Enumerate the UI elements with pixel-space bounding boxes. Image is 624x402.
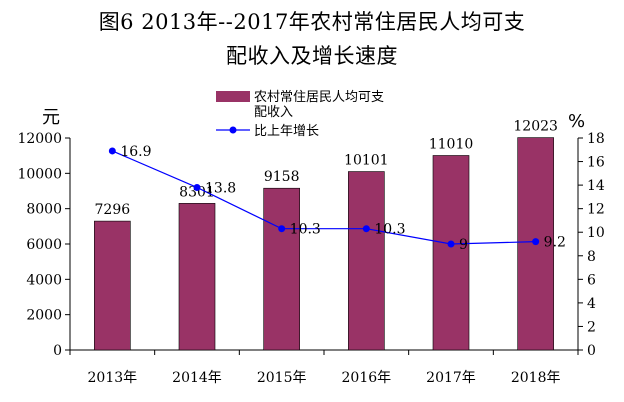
right-tick-label: 0	[587, 343, 596, 359]
growth-point-label: 13.8	[205, 180, 236, 196]
right-tick-label: 4	[587, 296, 596, 312]
growth-point	[532, 238, 540, 246]
income-bar-label: 7296	[95, 202, 131, 218]
right-tick-label: 2	[587, 319, 596, 335]
right-tick-label: 12	[587, 202, 605, 218]
income-bar-label: 12023	[513, 119, 558, 135]
growth-point	[193, 183, 201, 191]
income-bar	[263, 187, 300, 351]
legend-bar-label-line-2: 配收入	[254, 105, 293, 120]
left-tick-label: 0	[53, 343, 62, 359]
growth-point-label: 10.3	[374, 222, 405, 238]
income-bar-label: 8301	[179, 184, 215, 200]
growth-point	[108, 147, 116, 155]
left-tick-label: 4000	[26, 272, 62, 288]
left-tick-label: 6000	[26, 237, 62, 253]
right-tick-label: 18	[587, 131, 605, 147]
legend-line-marker	[229, 126, 237, 134]
income-bar	[348, 171, 385, 351]
x-tick-label: 2015年	[257, 370, 307, 386]
right-tick-label: 8	[587, 249, 596, 265]
income-bar-label: 11010	[429, 136, 474, 152]
right-tick-label: 6	[587, 272, 596, 288]
legend-bar-swatch	[216, 91, 250, 102]
income-bar	[178, 203, 216, 351]
income-bar-label: 10101	[344, 153, 389, 169]
chart-title-line-1: 图6 2013年--2017年农村常住居民人均可支	[98, 10, 526, 34]
right-tick-label: 16	[587, 155, 605, 171]
growth-point-label: 9.2	[544, 235, 566, 251]
growth-point	[278, 225, 286, 233]
growth-point	[447, 240, 455, 248]
left-tick-label: 10000	[17, 166, 62, 182]
growth-point	[362, 225, 370, 233]
income-bar	[94, 220, 131, 351]
x-tick-label: 2013年	[88, 370, 138, 386]
legend-bar-label-line-1: 农村常住居民人均可支	[254, 90, 384, 105]
right-tick-label: 14	[587, 178, 605, 194]
growth-line	[112, 150, 536, 245]
growth-point-label: 9	[459, 237, 468, 253]
growth-point-label: 16.9	[120, 144, 151, 160]
x-tick-label: 2016年	[342, 370, 392, 386]
income-bar	[432, 155, 470, 351]
x-tick-label: 2017年	[426, 370, 476, 386]
left-tick-label: 12000	[17, 131, 62, 147]
chart-title-line-2: 配收入及增长速度	[226, 44, 398, 68]
left-tick-label: 2000	[26, 308, 62, 324]
x-tick-label: 2014年	[172, 370, 222, 386]
legend: 农村常住居民人均可支 配收入 比上年增长	[216, 90, 384, 139]
left-axis-unit: 元	[42, 107, 60, 128]
right-tick-label: 10	[587, 225, 605, 241]
right-axis-unit: %	[568, 111, 585, 132]
legend-line-label: 比上年增长	[254, 124, 319, 139]
x-tick-label: 2018年	[511, 370, 561, 386]
left-tick-label: 8000	[26, 202, 62, 218]
income-bar-label: 9158	[264, 169, 300, 185]
growth-point-label: 10.3	[290, 222, 321, 238]
